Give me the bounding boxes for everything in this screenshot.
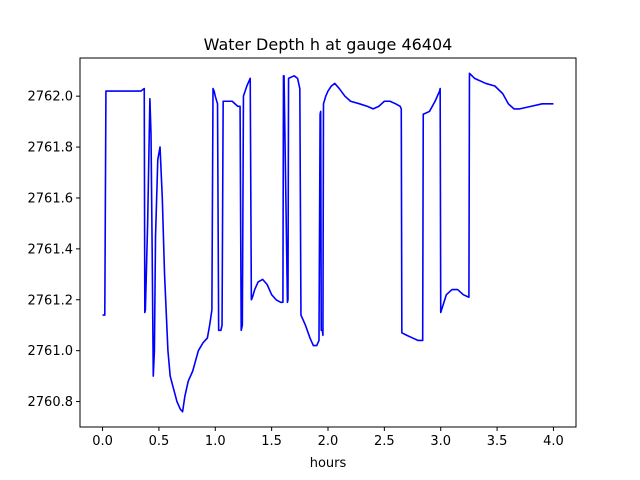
y-tick-label: 2761.8 [28,141,74,156]
plot-background [80,58,576,427]
plot-frame [79,57,577,428]
x-tick-label: 3.5 [487,434,508,449]
series-layer [102,72,554,413]
x-axis-label: hours [310,456,347,471]
series-line-0 [102,72,554,413]
y-tick-label: 2761.4 [28,242,74,257]
x-tick-label: 2.5 [374,434,395,449]
x-tick-label: 3.0 [430,434,451,449]
chart-title: Water Depth h at gauge 46404 [204,35,453,54]
x-axis: 0.0 0.5 1.0 1.5 2.0 2.5 3.0 3.5 4.0 [92,427,564,449]
x-tick-label: 4.0 [543,434,564,449]
y-tick-label: 2762.0 [28,90,74,105]
y-tick-label: 2760.8 [28,395,74,410]
x-tick-label: 1.5 [261,434,282,449]
y-tick-label: 2761.0 [28,344,74,359]
y-tick-label: 2761.2 [28,293,74,308]
x-tick-label: 0.0 [92,434,113,449]
x-tick-label: 2.0 [318,434,339,449]
x-tick-label: 0.5 [149,434,170,449]
x-tick-label: 1.0 [205,434,226,449]
y-axis: 2760.8 2761.0 2761.2 2761.4 2761.6 2761.8 2762… [28,90,80,410]
y-tick-label: 2761.6 [28,191,74,206]
